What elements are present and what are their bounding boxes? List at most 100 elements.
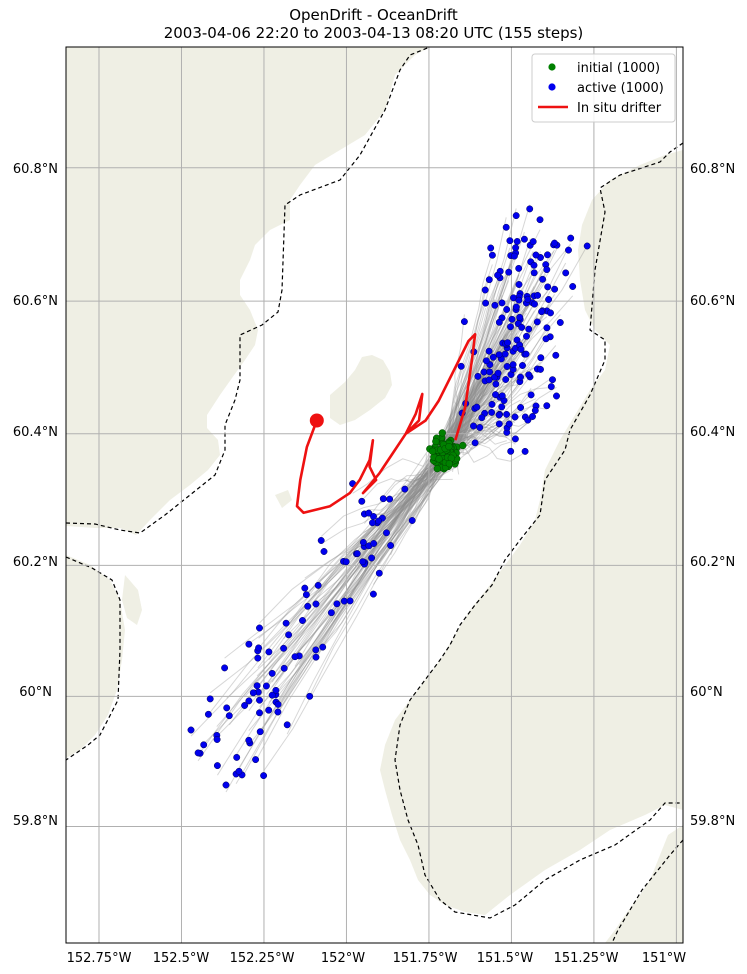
particle-trajectory [447,280,510,452]
active-particle [530,269,538,277]
particle-trajectory [263,445,448,772]
active-particle [200,741,208,749]
lon-tick-label: 152.25°W [230,951,295,966]
active-particle [274,708,282,716]
active-particle [525,371,533,379]
particle-trajectory [286,437,443,735]
active-particle [317,537,325,544]
active-particle [256,728,264,736]
active-particle [542,335,550,343]
particle-trajectory [322,458,452,646]
particle-trajectory [271,443,457,688]
particle-trajectory [433,208,517,470]
particle-trajectory [446,406,547,454]
active-particle [562,269,570,277]
particle-trajectory [444,377,552,441]
lat-tick-label: 60.4°N [690,425,735,440]
active-particle [256,696,263,704]
active-particle [262,682,270,690]
particle-trajectory [268,449,445,661]
active-particle [510,252,518,260]
active-particle [473,403,481,411]
active-particle [245,736,253,744]
active-particle [565,246,572,254]
active-particle [282,619,290,627]
particle-trajectory [448,347,490,469]
particle-trajectory [438,257,492,447]
active-particle [543,324,551,332]
initial-particle [428,447,437,455]
land-west-lower [66,555,125,758]
active-particle [503,306,511,313]
active-particle [299,617,306,624]
active-particle [383,529,390,537]
active-particle [206,695,214,703]
particle-trajectory [275,456,458,712]
particle-trajectory [435,312,508,463]
active-particle [509,361,517,369]
active-particle [524,295,532,303]
active-particle [304,602,312,610]
active-particle [320,548,328,555]
active-particle [502,223,510,231]
active-particle [485,276,493,284]
active-particle [268,669,276,677]
active-particle [291,653,299,661]
active-particle [504,339,512,347]
initial-particles [426,429,467,473]
active-particle [256,709,263,717]
active-particle [283,721,291,729]
active-particle [346,597,354,605]
particle-trajectory [257,468,444,650]
active-particle [457,362,465,370]
active-particle [254,654,262,662]
particle-trajectory [275,455,452,683]
active-particle [470,422,477,430]
particle-trajectory [248,454,451,732]
particle-trajectory [452,340,522,453]
particle-trajectory [431,232,525,451]
active-particle [486,368,494,376]
initial-particle [435,455,443,463]
active-particle [249,689,257,697]
map-gridlines [66,47,683,943]
active-particle [379,495,387,503]
latitude-tick-labels-right: 60.8°N 60.6°N 60.4°N 60.2°N 60°N 59.8°N [690,162,735,829]
active-particle [268,691,276,699]
legend-active-label: active (1000) [577,81,664,96]
active-particle [265,648,273,656]
active-particle [312,653,320,661]
active-particle [543,266,551,274]
initial-particle [445,442,453,451]
active-particle [482,299,490,307]
particle-trajectory [376,447,440,528]
active-particle [235,767,243,775]
longitude-tick-labels: 152.75°W 152.5°W 152.25°W 152°W 151.75°W… [67,951,687,966]
active-particle [518,323,526,331]
particle-trajectory [386,468,441,536]
particle-trajectory [315,442,447,660]
active-particle [370,540,378,547]
active-particle [529,413,536,420]
particle-trajectory [248,438,437,645]
particle-trajectory [248,435,445,711]
map-frame [65,46,684,944]
latitude-tick-labels-left: 60.8°N 60.6°N 60.4°N 60.2°N 60°N 59.8°N [13,162,58,829]
particle-trajectory [277,454,459,709]
particle-trajectory [452,315,519,459]
active-particle [556,319,564,326]
land-northwest [66,47,430,535]
active-particle [553,392,560,400]
active-particle [531,407,539,414]
lat-tick-label: 59.8°N [13,814,58,829]
active-particle [401,485,409,493]
active-particle [495,318,503,326]
lon-tick-label: 151.25°W [554,951,619,966]
active-particle [567,234,575,242]
active-particle [223,704,231,712]
active-particle [487,244,495,252]
active-particle [547,309,554,317]
active-particle [302,591,310,599]
active-particle [375,569,383,577]
particle-trajectory [225,465,451,793]
